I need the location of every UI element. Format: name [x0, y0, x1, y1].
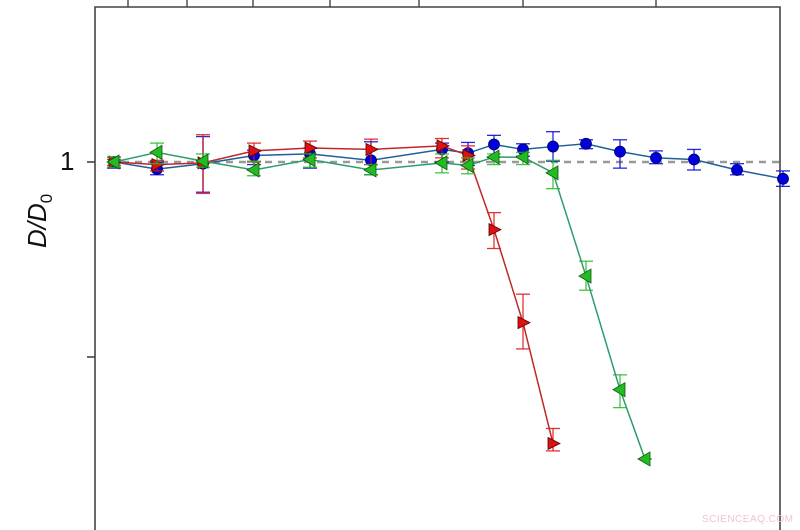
- data-point-triangle-right: [248, 144, 262, 158]
- data-point-triangle-left: [246, 162, 260, 178]
- data-point-triangle-right: [365, 142, 379, 157]
- series-line: [113, 151, 646, 460]
- y-axis-label-subscript: 0: [37, 193, 57, 204]
- y-tick-label-1: 1: [60, 146, 75, 176]
- data-point-circle: [777, 172, 789, 185]
- data-point-circle: [488, 138, 500, 151]
- data-point-triangle-right: [517, 316, 531, 330]
- data-point-triangle-right: [304, 141, 318, 155]
- data-point-triangle-left: [106, 154, 120, 170]
- data-point-triangle-left: [486, 149, 500, 165]
- data-point-triangle-left: [195, 153, 209, 169]
- y-axis-label: D/D0: [22, 194, 57, 248]
- series-group: [106, 131, 790, 467]
- series-green-left-triangles: [106, 142, 652, 467]
- data-point-triangle-right: [151, 157, 165, 172]
- data-point-circle: [688, 153, 700, 166]
- data-point-triangle-left: [578, 268, 592, 284]
- series-line: [113, 145, 554, 444]
- data-point-circle: [650, 151, 662, 164]
- data-point-triangle-left: [637, 451, 651, 467]
- data-point-triangle-left: [302, 151, 316, 168]
- data-point-triangle-left: [434, 155, 448, 171]
- data-point-triangle-left: [363, 162, 377, 178]
- data-point-circle: [580, 137, 592, 150]
- data-point-triangle-right: [547, 436, 561, 451]
- data-point-triangle-left: [515, 149, 529, 165]
- axes-border: [94, 6, 781, 530]
- data-point-triangle-right: [436, 139, 450, 153]
- data-point-triangle-right: [488, 222, 502, 237]
- data-point-triangle-left: [149, 144, 163, 161]
- axes-frame: [87, 0, 781, 530]
- series-red-right-triangles: [107, 134, 561, 452]
- y-axis-label-main: D/D: [22, 203, 52, 248]
- watermark: SCIENCEAQ.COM: [702, 514, 794, 525]
- data-point-circle: [614, 145, 626, 158]
- data-point-triangle-left: [612, 381, 626, 398]
- data-point-triangle-left: [460, 157, 474, 174]
- data-point-triangle-left: [545, 165, 559, 181]
- data-point-circle: [547, 140, 559, 153]
- data-point-circle: [731, 164, 743, 176]
